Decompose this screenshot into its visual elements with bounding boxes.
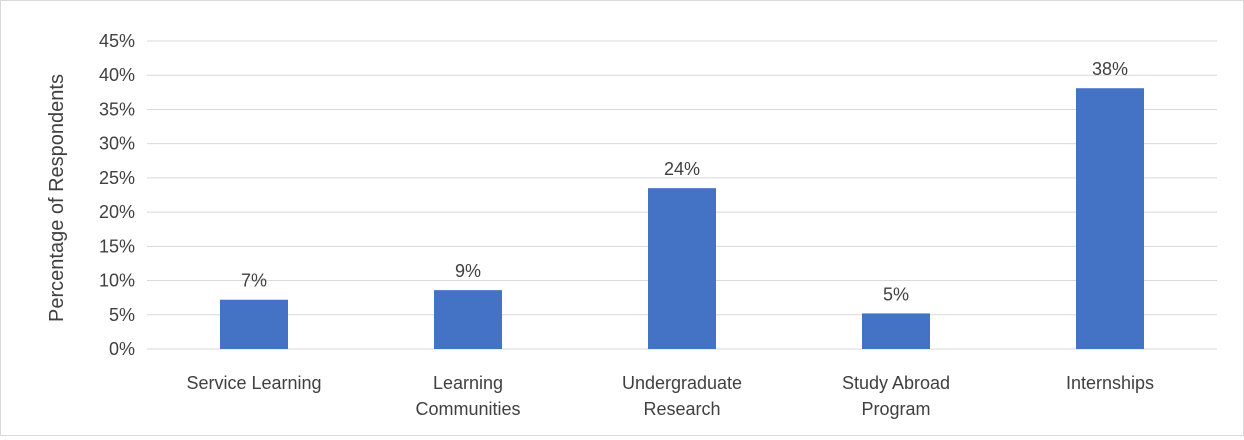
y-tick-label: 25%: [99, 168, 135, 188]
category-label: Learning: [433, 373, 503, 393]
data-label: 9%: [455, 261, 481, 281]
y-tick-label: 40%: [99, 65, 135, 85]
category-label: Internships: [1066, 373, 1154, 393]
category-label: Study Abroad: [842, 373, 950, 393]
y-axis-ticks: 0% 5% 10% 15% 20% 25% 30% 35% 40% 45%: [99, 31, 135, 359]
y-tick-label: 15%: [99, 236, 135, 256]
data-label: 38%: [1092, 59, 1128, 79]
y-tick-label: 35%: [99, 99, 135, 119]
category-label: Research: [643, 399, 720, 419]
category-label: Communities: [415, 399, 520, 419]
data-label: 24%: [664, 159, 700, 179]
data-labels: 7% 9% 24% 5% 38%: [241, 59, 1128, 304]
x-axis-categories: Service Learning Learning Communities Under…: [186, 373, 1154, 419]
bar: [862, 313, 930, 349]
data-label: 5%: [883, 284, 909, 304]
category-label: Service Learning: [186, 373, 321, 393]
bar: [1076, 88, 1144, 349]
bar: [434, 290, 502, 349]
bar: [648, 188, 716, 349]
y-tick-label: 5%: [109, 305, 135, 325]
data-label: 7%: [241, 271, 267, 291]
bars: [220, 88, 1144, 349]
category-label: Undergraduate: [622, 373, 742, 393]
category-label: Program: [861, 399, 930, 419]
y-tick-label: 20%: [99, 202, 135, 222]
y-tick-label: 10%: [99, 271, 135, 291]
y-tick-label: 30%: [99, 134, 135, 154]
y-tick-label: 0%: [109, 339, 135, 359]
bar: [220, 299, 288, 349]
y-tick-label: 45%: [99, 31, 135, 51]
y-axis-title: Percentage of Respondents: [46, 74, 68, 322]
